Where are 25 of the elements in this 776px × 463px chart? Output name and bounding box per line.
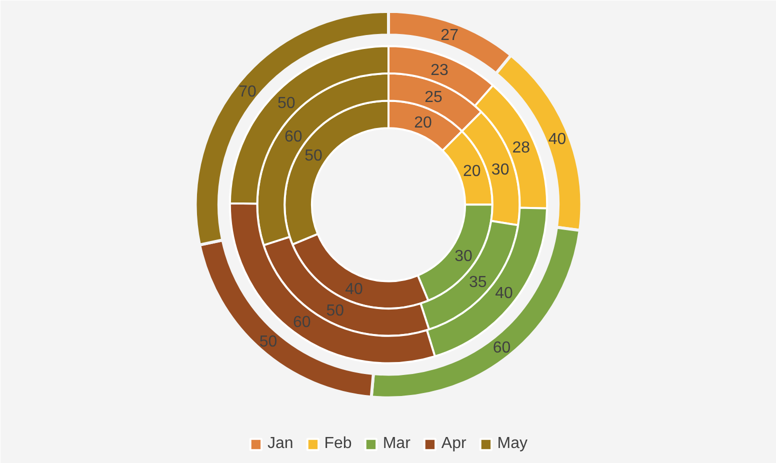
data-label: 35 (469, 274, 487, 292)
data-label: 50 (259, 333, 278, 350)
data-label: 40 (345, 281, 363, 298)
data-label: 30 (491, 161, 510, 178)
data-label: 27 (440, 26, 459, 44)
data-label: 40 (548, 131, 566, 148)
data-label: 40 (495, 285, 513, 302)
data-label: 60 (284, 128, 302, 146)
data-label: 25 (424, 89, 442, 106)
legend-label: Feb (324, 435, 352, 453)
data-label: 50 (278, 94, 296, 112)
legend-label: Mar (382, 435, 410, 453)
data-label: 30 (454, 248, 473, 265)
legend-label: May (497, 435, 528, 453)
data-label: 70 (238, 84, 257, 101)
data-label: 50 (326, 302, 344, 320)
data-label: 28 (512, 139, 530, 156)
data-label: 20 (462, 163, 481, 180)
data-label: 60 (492, 339, 511, 356)
data-label: 60 (292, 314, 311, 331)
legend-label: Jan (267, 435, 294, 453)
legend-label: Apr (441, 435, 466, 453)
data-label: 50 (304, 148, 322, 165)
data-label: 20 (414, 114, 432, 132)
data-label: 23 (430, 62, 448, 80)
